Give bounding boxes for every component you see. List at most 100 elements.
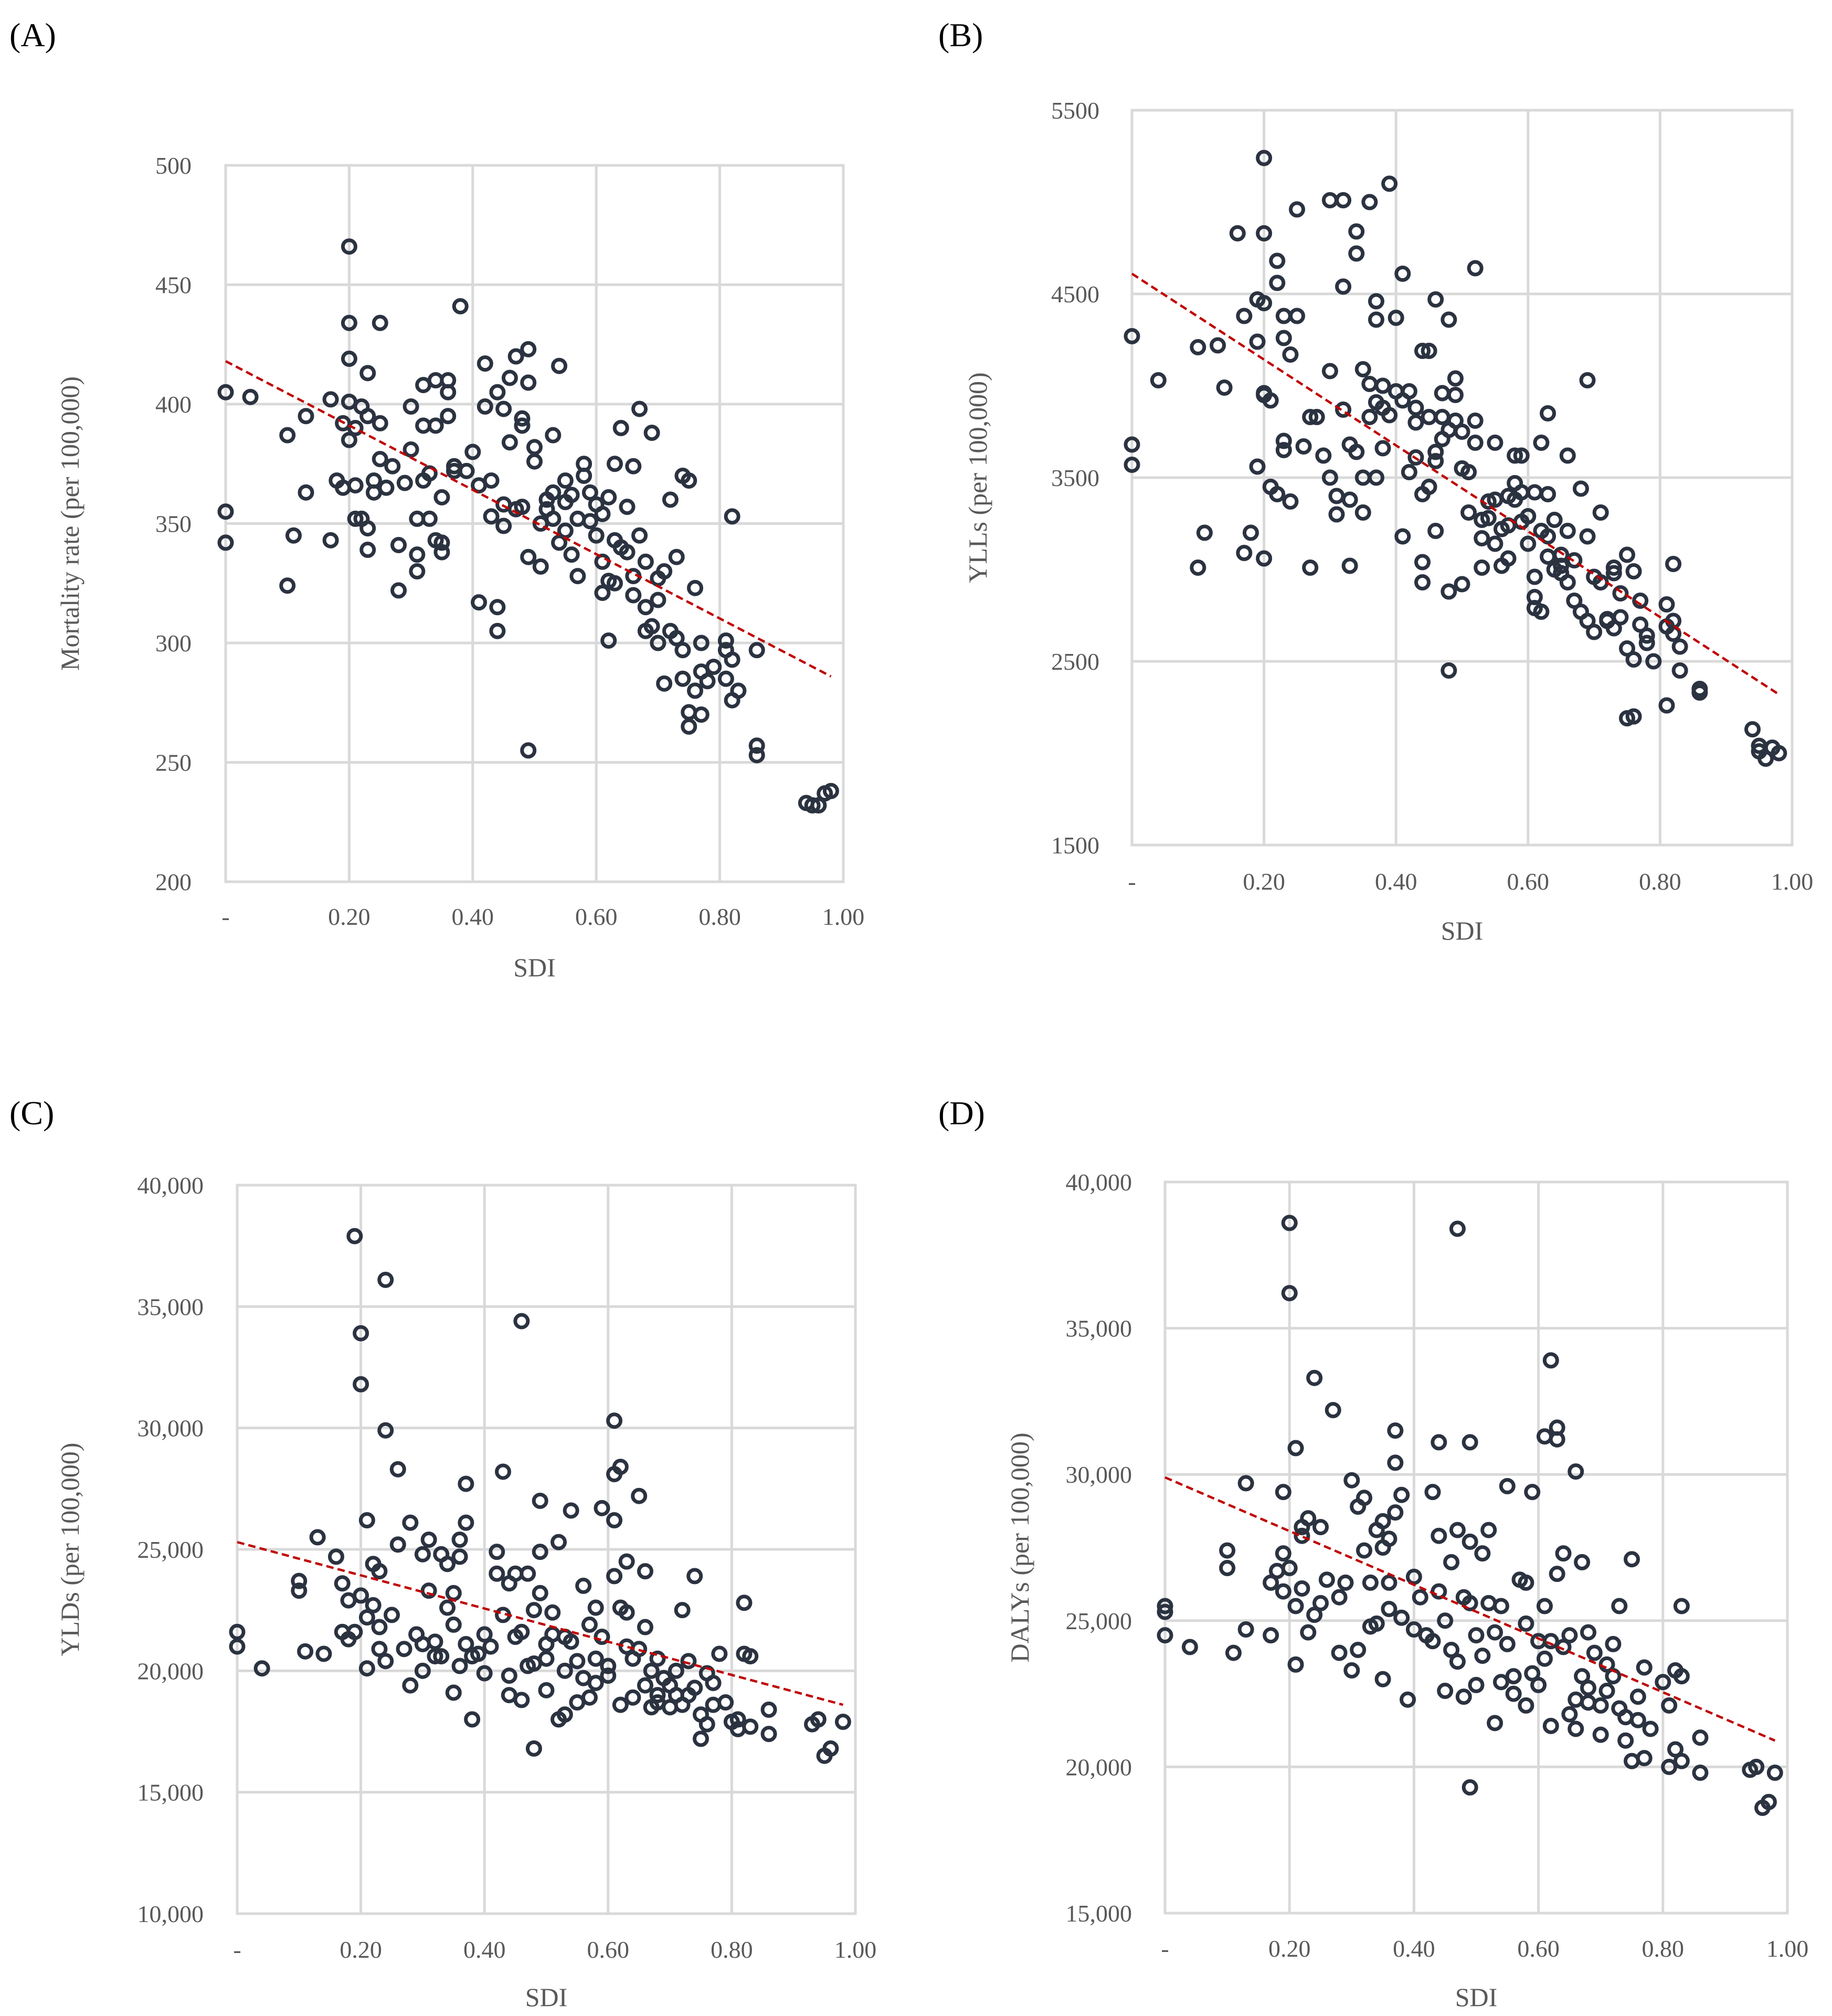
data-point	[1441, 583, 1457, 600]
data-point	[526, 439, 543, 456]
data-point	[1658, 596, 1675, 613]
data-point	[1611, 1598, 1628, 1614]
data-point	[1629, 1712, 1646, 1728]
data-point	[1555, 1545, 1572, 1562]
data-point	[1405, 1568, 1422, 1585]
data-point	[1335, 278, 1352, 295]
data-point	[563, 487, 580, 503]
data-point	[1401, 464, 1417, 480]
data-point	[1574, 1668, 1591, 1685]
data-point	[1549, 1566, 1565, 1582]
data-point	[322, 391, 339, 408]
data-point	[1665, 626, 1682, 642]
data-point	[1407, 414, 1424, 431]
data-point	[1638, 635, 1655, 651]
x-tick-label: 0.80	[1642, 1935, 1685, 1962]
x-tick-label: 0.60	[1507, 868, 1550, 895]
data-point	[1350, 1642, 1367, 1659]
data-point	[1431, 1434, 1447, 1451]
panel-d-chart: (D) 15,000 20,000 25,000 30,000 35,000 40,000 -…	[938, 1094, 1808, 2012]
x-axis-title: SDI	[1455, 1982, 1498, 2012]
data-point	[1157, 1598, 1173, 1614]
data-point	[587, 1599, 604, 1616]
data-point	[1625, 651, 1642, 668]
data-point	[1540, 405, 1556, 421]
data-point	[372, 415, 388, 431]
data-point	[520, 742, 537, 759]
data-point	[1275, 442, 1292, 458]
data-point	[279, 427, 296, 444]
data-point	[1287, 1440, 1304, 1456]
data-point	[668, 630, 685, 647]
data-point	[1766, 1765, 1783, 1781]
data-point	[686, 1568, 703, 1585]
data-point	[514, 417, 531, 434]
data-point	[526, 453, 543, 470]
data-point	[1229, 225, 1246, 241]
data-point	[1553, 546, 1570, 563]
data-point	[1462, 1533, 1478, 1550]
data-point	[372, 451, 388, 468]
data-point	[705, 1696, 722, 1713]
data-point	[1760, 1793, 1777, 1810]
data-point	[1598, 1683, 1615, 1700]
data-point	[674, 1602, 691, 1619]
y-tick-label: 250	[155, 750, 192, 776]
data-point	[687, 579, 704, 596]
data-point	[520, 548, 537, 565]
data-point	[1236, 308, 1253, 324]
data-point	[1619, 546, 1635, 563]
panel-b-chart: (B) 1500 2500 3500 4500 5500 - 0.20 0.40 0.60 0.80…	[938, 16, 1813, 945]
data-point	[1282, 346, 1299, 363]
data-point	[693, 706, 709, 723]
data-point	[433, 489, 450, 505]
data-point	[1219, 1560, 1236, 1577]
data-point	[1388, 310, 1404, 326]
data-point	[1341, 557, 1358, 574]
data-point	[607, 456, 623, 472]
data-point	[346, 1228, 363, 1244]
data-point	[606, 1512, 623, 1528]
data-point	[1343, 1472, 1360, 1489]
data-point	[1263, 1627, 1279, 1644]
data-point	[1407, 399, 1424, 416]
data-point	[1540, 548, 1556, 565]
data-point	[420, 1531, 437, 1548]
data-point	[631, 1487, 648, 1504]
data-point	[1381, 175, 1398, 192]
data-point	[1542, 1717, 1559, 1734]
data-point	[1354, 361, 1371, 377]
data-point	[427, 1633, 443, 1650]
data-point	[1624, 1551, 1640, 1568]
data-point	[1518, 1615, 1534, 1632]
trend-line	[237, 1540, 844, 1706]
data-point	[501, 1667, 517, 1684]
data-point	[1335, 192, 1352, 208]
data-point	[619, 499, 636, 515]
data-point	[1374, 1513, 1391, 1529]
data-point	[1256, 295, 1273, 311]
data-point	[1449, 1522, 1466, 1538]
data-point	[1400, 1691, 1416, 1708]
data-point	[1638, 627, 1655, 644]
x-tick-label: -	[1161, 1935, 1169, 1962]
data-point	[1507, 447, 1523, 464]
data-point	[470, 1645, 486, 1662]
data-point	[637, 1619, 653, 1635]
data-point	[1362, 1574, 1379, 1591]
data-point	[538, 1650, 555, 1667]
data-point	[1513, 447, 1530, 464]
data-point	[1124, 436, 1140, 453]
data-point	[458, 1635, 474, 1652]
y-tick-label: 450	[155, 272, 192, 299]
data-point	[1405, 1621, 1422, 1638]
data-point	[1505, 1668, 1522, 1685]
data-point	[681, 718, 697, 735]
data-point	[421, 465, 438, 482]
data-point	[371, 1641, 388, 1658]
data-point	[544, 1604, 561, 1621]
data-point	[575, 1577, 592, 1594]
data-point	[1665, 556, 1682, 572]
data-point	[1468, 1676, 1485, 1693]
data-point	[810, 797, 827, 814]
